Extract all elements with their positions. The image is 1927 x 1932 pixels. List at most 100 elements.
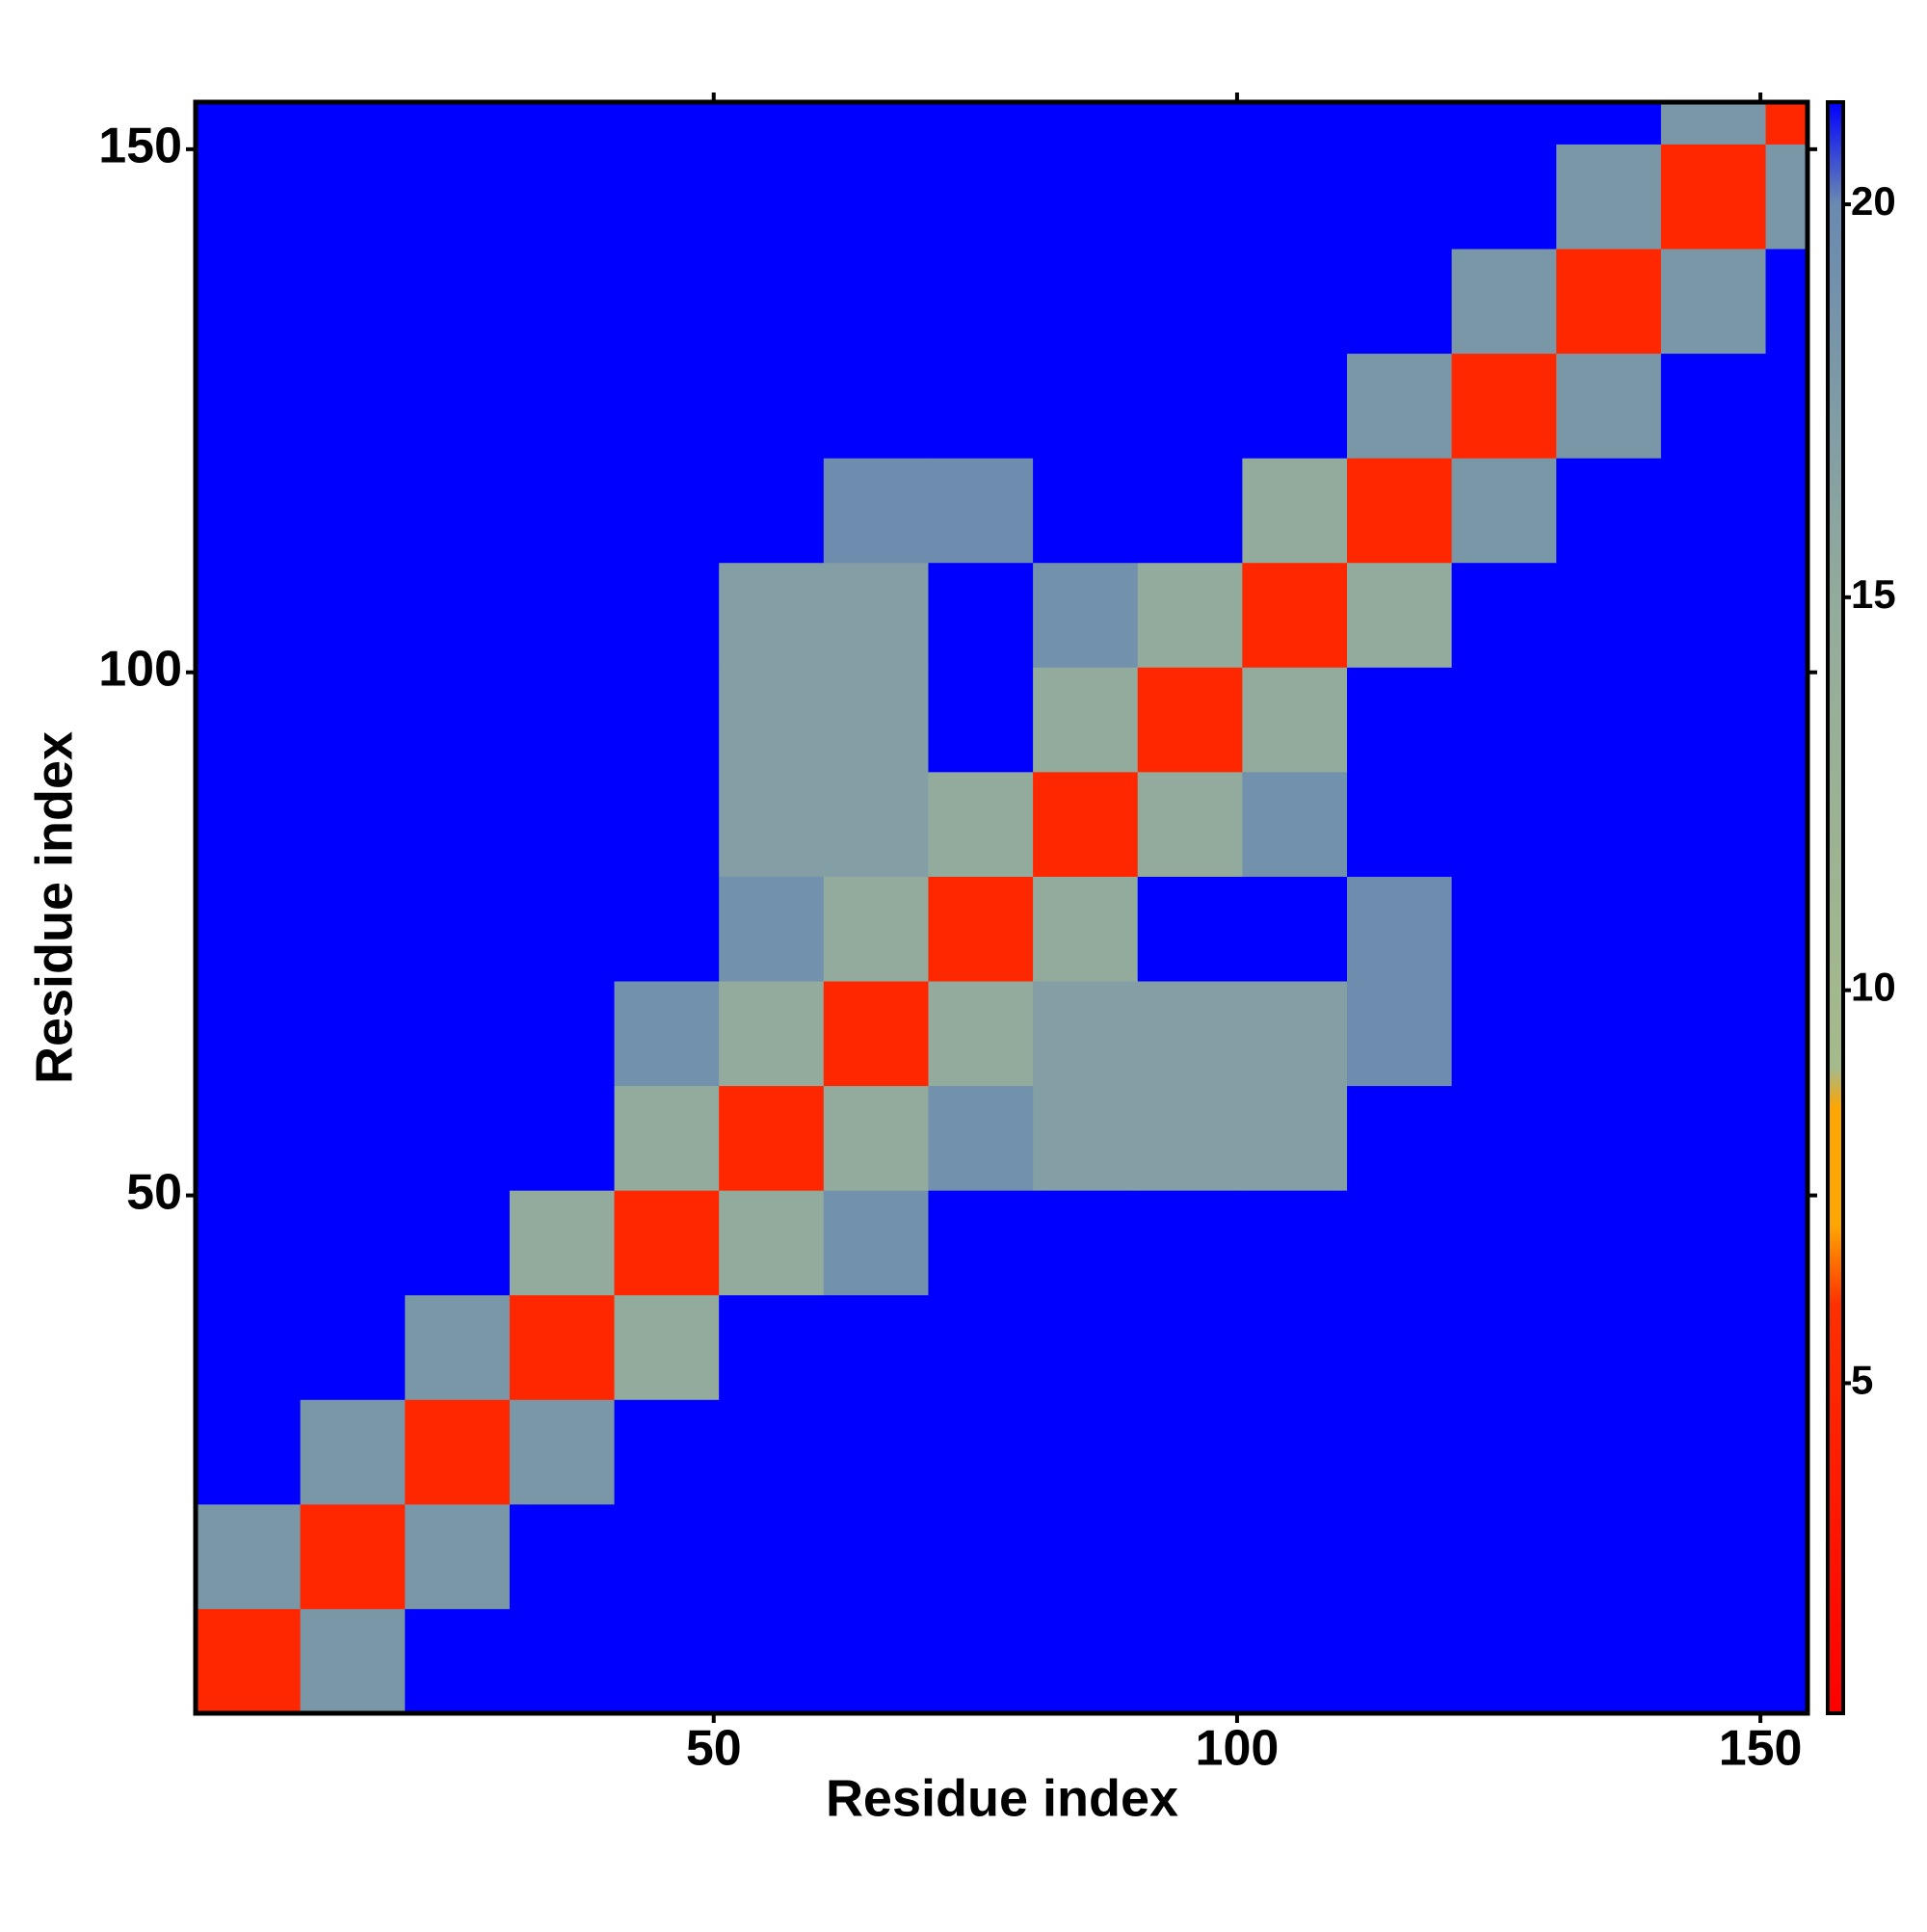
heatmap-cell [928,102,1034,145]
heatmap-cell [1765,144,1808,250]
heatmap-cell [823,981,929,1087]
heatmap-cell [823,353,929,459]
heatmap-cell [1556,562,1662,668]
heatmap-cell [1137,562,1243,668]
heatmap-cell [823,876,929,982]
heatmap-cell [300,1503,406,1609]
x-tick-label: 100 [1196,1721,1280,1777]
heatmap-cell [509,249,616,355]
heatmap-cell [1765,1190,1808,1296]
heatmap-cell [405,771,511,877]
heatmap-cell [1347,1608,1453,1714]
heatmap-cell [823,667,929,773]
heatmap-cell [300,1190,406,1296]
heatmap-cell [614,981,720,1087]
heatmap-cell [1033,1294,1139,1400]
heatmap-cell [300,876,406,982]
colorbar-tick-label: 5 [1851,1358,1873,1403]
heatmap-cell [509,981,616,1087]
heatmap-cell [300,771,406,877]
plot-frame [193,99,1810,1716]
heatmap-cell [300,1399,406,1505]
heatmap-cell [1556,981,1662,1087]
heatmap-cell [1137,771,1243,877]
heatmap-cell [1660,1399,1767,1505]
heatmap-cell [196,1294,302,1400]
heatmap-cell [300,102,406,145]
heatmap-cell [1660,981,1767,1087]
heatmap-cell [719,876,825,982]
heatmap-cell [405,102,511,145]
heatmap-cell [719,1399,825,1505]
heatmap-cell [928,249,1034,355]
heatmap-cell [1033,458,1139,564]
heatmap-cell [823,1503,929,1609]
heatmap-cell [1660,1294,1767,1400]
heatmap-cell [1242,353,1348,459]
heatmap-cell [1137,876,1243,982]
heatmap-cell [1033,1190,1139,1296]
heatmap-cell [196,667,302,773]
heatmap-cell [405,1399,511,1505]
heatmap-cell [196,458,302,564]
heatmap-cell [1451,1503,1557,1609]
heatmap-cell [1033,876,1139,982]
heatmap-cell [1347,144,1453,250]
heatmap-cell [1137,1503,1243,1609]
heatmap-cell [300,249,406,355]
heatmap-cell [509,1085,616,1191]
heatmap-cell [1347,876,1453,982]
y-tick-label: 50 [126,1164,182,1220]
heatmap-cell [1765,102,1808,145]
heatmap-cell [1765,771,1808,877]
heatmap-cell [1137,1399,1243,1505]
heatmap-cell [1556,144,1662,250]
heatmap-cell [300,1294,406,1400]
heatmap-cell [719,102,825,145]
heatmap-cell [614,102,720,145]
heatmap-cell [928,144,1034,250]
heatmap-cell [823,562,929,668]
heatmap-cell [1660,1190,1767,1296]
heatmap-cell [1137,1294,1243,1400]
heatmap-cell [1033,771,1139,877]
heatmap-cell [1242,1294,1348,1400]
heatmap-cell [1242,1399,1348,1505]
heatmap-cell [823,249,929,355]
heatmap-cell [509,667,616,773]
heatmap-cell [300,144,406,250]
heatmap-cell [405,1190,511,1296]
heatmap-cell [928,1503,1034,1609]
heatmap-cell [614,562,720,668]
heatmap-cell [1242,1085,1348,1191]
heatmap-cell [405,353,511,459]
colorbar [1826,100,1845,1715]
heatmap-cell [1451,1399,1557,1505]
heatmap-cell [719,249,825,355]
heatmap-cell [1556,1085,1662,1191]
heatmap-cell [196,1608,302,1714]
heatmap-cell [1556,353,1662,459]
heatmap-cell [300,1608,406,1714]
heatmap-cell [1451,1608,1557,1714]
heatmap-cell [719,981,825,1087]
heatmap-cell [1660,1085,1767,1191]
heatmap-cell [1033,249,1139,355]
heatmap-cell [719,1294,825,1400]
heatmap-cell [196,249,302,355]
heatmap-cell [614,876,720,982]
heatmap-cell [928,1190,1034,1296]
heatmap-cell [509,102,616,145]
heatmap-cell [509,562,616,668]
heatmap-cell [1556,771,1662,877]
heatmap-cell [719,1085,825,1191]
heatmap-cell [405,981,511,1087]
heatmap-cell [509,458,616,564]
heatmap-cell [1033,981,1139,1087]
heatmap-cell [1242,562,1348,668]
heatmap-cell [928,562,1034,668]
heatmap-cell [1765,667,1808,773]
heatmap-cell [719,1608,825,1714]
heatmap-cell [1660,667,1767,773]
heatmap-cell [1765,458,1808,564]
